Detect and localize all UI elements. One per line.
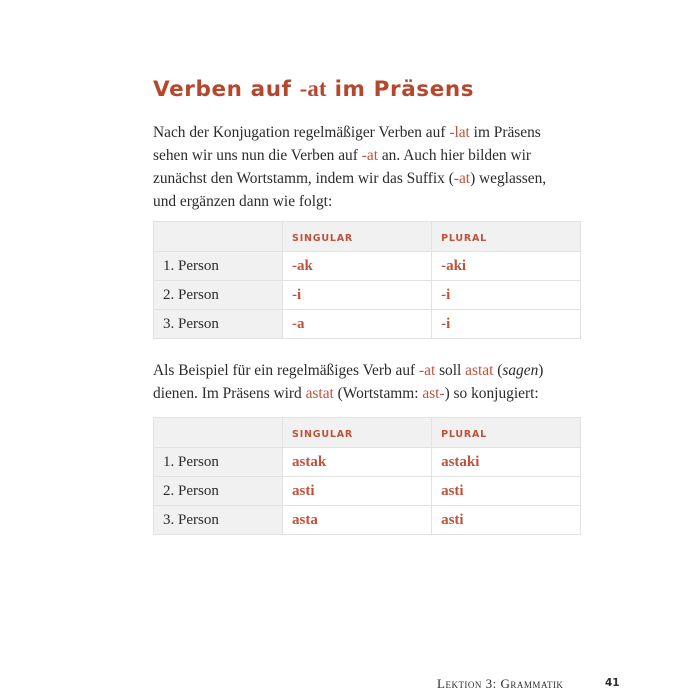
row-label: 3. Person (152, 309, 284, 339)
header-cell (152, 221, 284, 252)
text: ) so konjugiert: (444, 385, 539, 402)
table-row: 2. Person -i -i (152, 280, 581, 310)
text: und ergänzen dann wie folgt: (153, 193, 333, 210)
cell: asta (282, 505, 433, 535)
text: zunächst den Wortstamm, indem wir das Su… (153, 170, 454, 187)
text: dienen. Im Präsens wird (153, 385, 306, 402)
cell: asti (431, 476, 581, 506)
row-label: 2. Person (152, 476, 284, 506)
cell: -i (431, 309, 581, 339)
table-row: 3. Person -a -i (152, 309, 581, 339)
row-label: 1. Person (152, 251, 284, 281)
running-footer: Lektion 3: Grammatik (437, 676, 564, 691)
table-row: 3. Person asta asti (152, 505, 581, 535)
highlight: astat (465, 362, 494, 379)
table-header-row: SINGULAR PLURAL (152, 417, 581, 448)
cell: -ak (282, 251, 433, 281)
text: soll (435, 362, 466, 379)
highlight: -at (361, 147, 378, 164)
cell: asti (282, 476, 433, 506)
cell: -i (282, 280, 433, 310)
table-row: 2. Person asti asti (152, 476, 581, 506)
italic-text: sagen (502, 362, 539, 379)
text: Nach der Konjugation regelmäßiger Verben… (153, 124, 450, 141)
cell: astak (282, 447, 433, 477)
text: sehen wir uns nun die Verben auf (153, 147, 362, 164)
cell: -i (431, 280, 581, 310)
text: ( (493, 362, 503, 379)
text: ) (538, 362, 544, 379)
highlight: -at (453, 170, 471, 187)
title-text: im Präsens (326, 77, 475, 102)
highlight: -lat (449, 124, 470, 141)
title-text: Verben auf (153, 77, 300, 102)
cell: -a (282, 309, 433, 339)
cell: -aki (431, 251, 581, 281)
text: ) weglassen, (470, 170, 547, 187)
highlight: astat (305, 385, 334, 402)
row-label: 3. Person (152, 505, 284, 535)
intro-paragraph: Nach der Konjugation regelmäßiger Verben… (153, 121, 593, 213)
text: im Präsens (469, 124, 541, 141)
table-header-row: SINGULAR PLURAL (152, 221, 581, 252)
header-cell (152, 417, 284, 448)
example-paragraph: Als Beispiel für ein regelmäßiges Verb a… (153, 359, 593, 405)
row-label: 2. Person (152, 280, 284, 310)
suffix-table: SINGULAR PLURAL 1. Person -ak -aki 2. Pe… (152, 221, 581, 339)
cell: asti (431, 505, 581, 535)
text: an. Auch hier bilden wir (377, 147, 531, 164)
text: Als Beispiel für ein regelmäßiges Verb a… (153, 362, 419, 379)
highlight: ast- (422, 385, 445, 402)
title-suffix: -at (299, 76, 327, 101)
text: (Wortstamm: (333, 385, 423, 402)
row-label: 1. Person (152, 447, 284, 477)
header-cell: PLURAL (431, 417, 581, 448)
header-cell: SINGULAR (282, 221, 433, 252)
cell: astaki (431, 447, 581, 477)
conjugation-table: SINGULAR PLURAL 1. Person astak astaki 2… (152, 417, 581, 535)
table-row: 1. Person astak astaki (152, 447, 581, 477)
page-number: 41 (605, 677, 620, 689)
header-cell: SINGULAR (282, 417, 433, 448)
header-cell: PLURAL (431, 221, 581, 252)
table-row: 1. Person -ak -aki (152, 251, 581, 281)
page-title: Verben auf -at im Präsens (153, 76, 474, 102)
highlight: -at (418, 362, 436, 379)
